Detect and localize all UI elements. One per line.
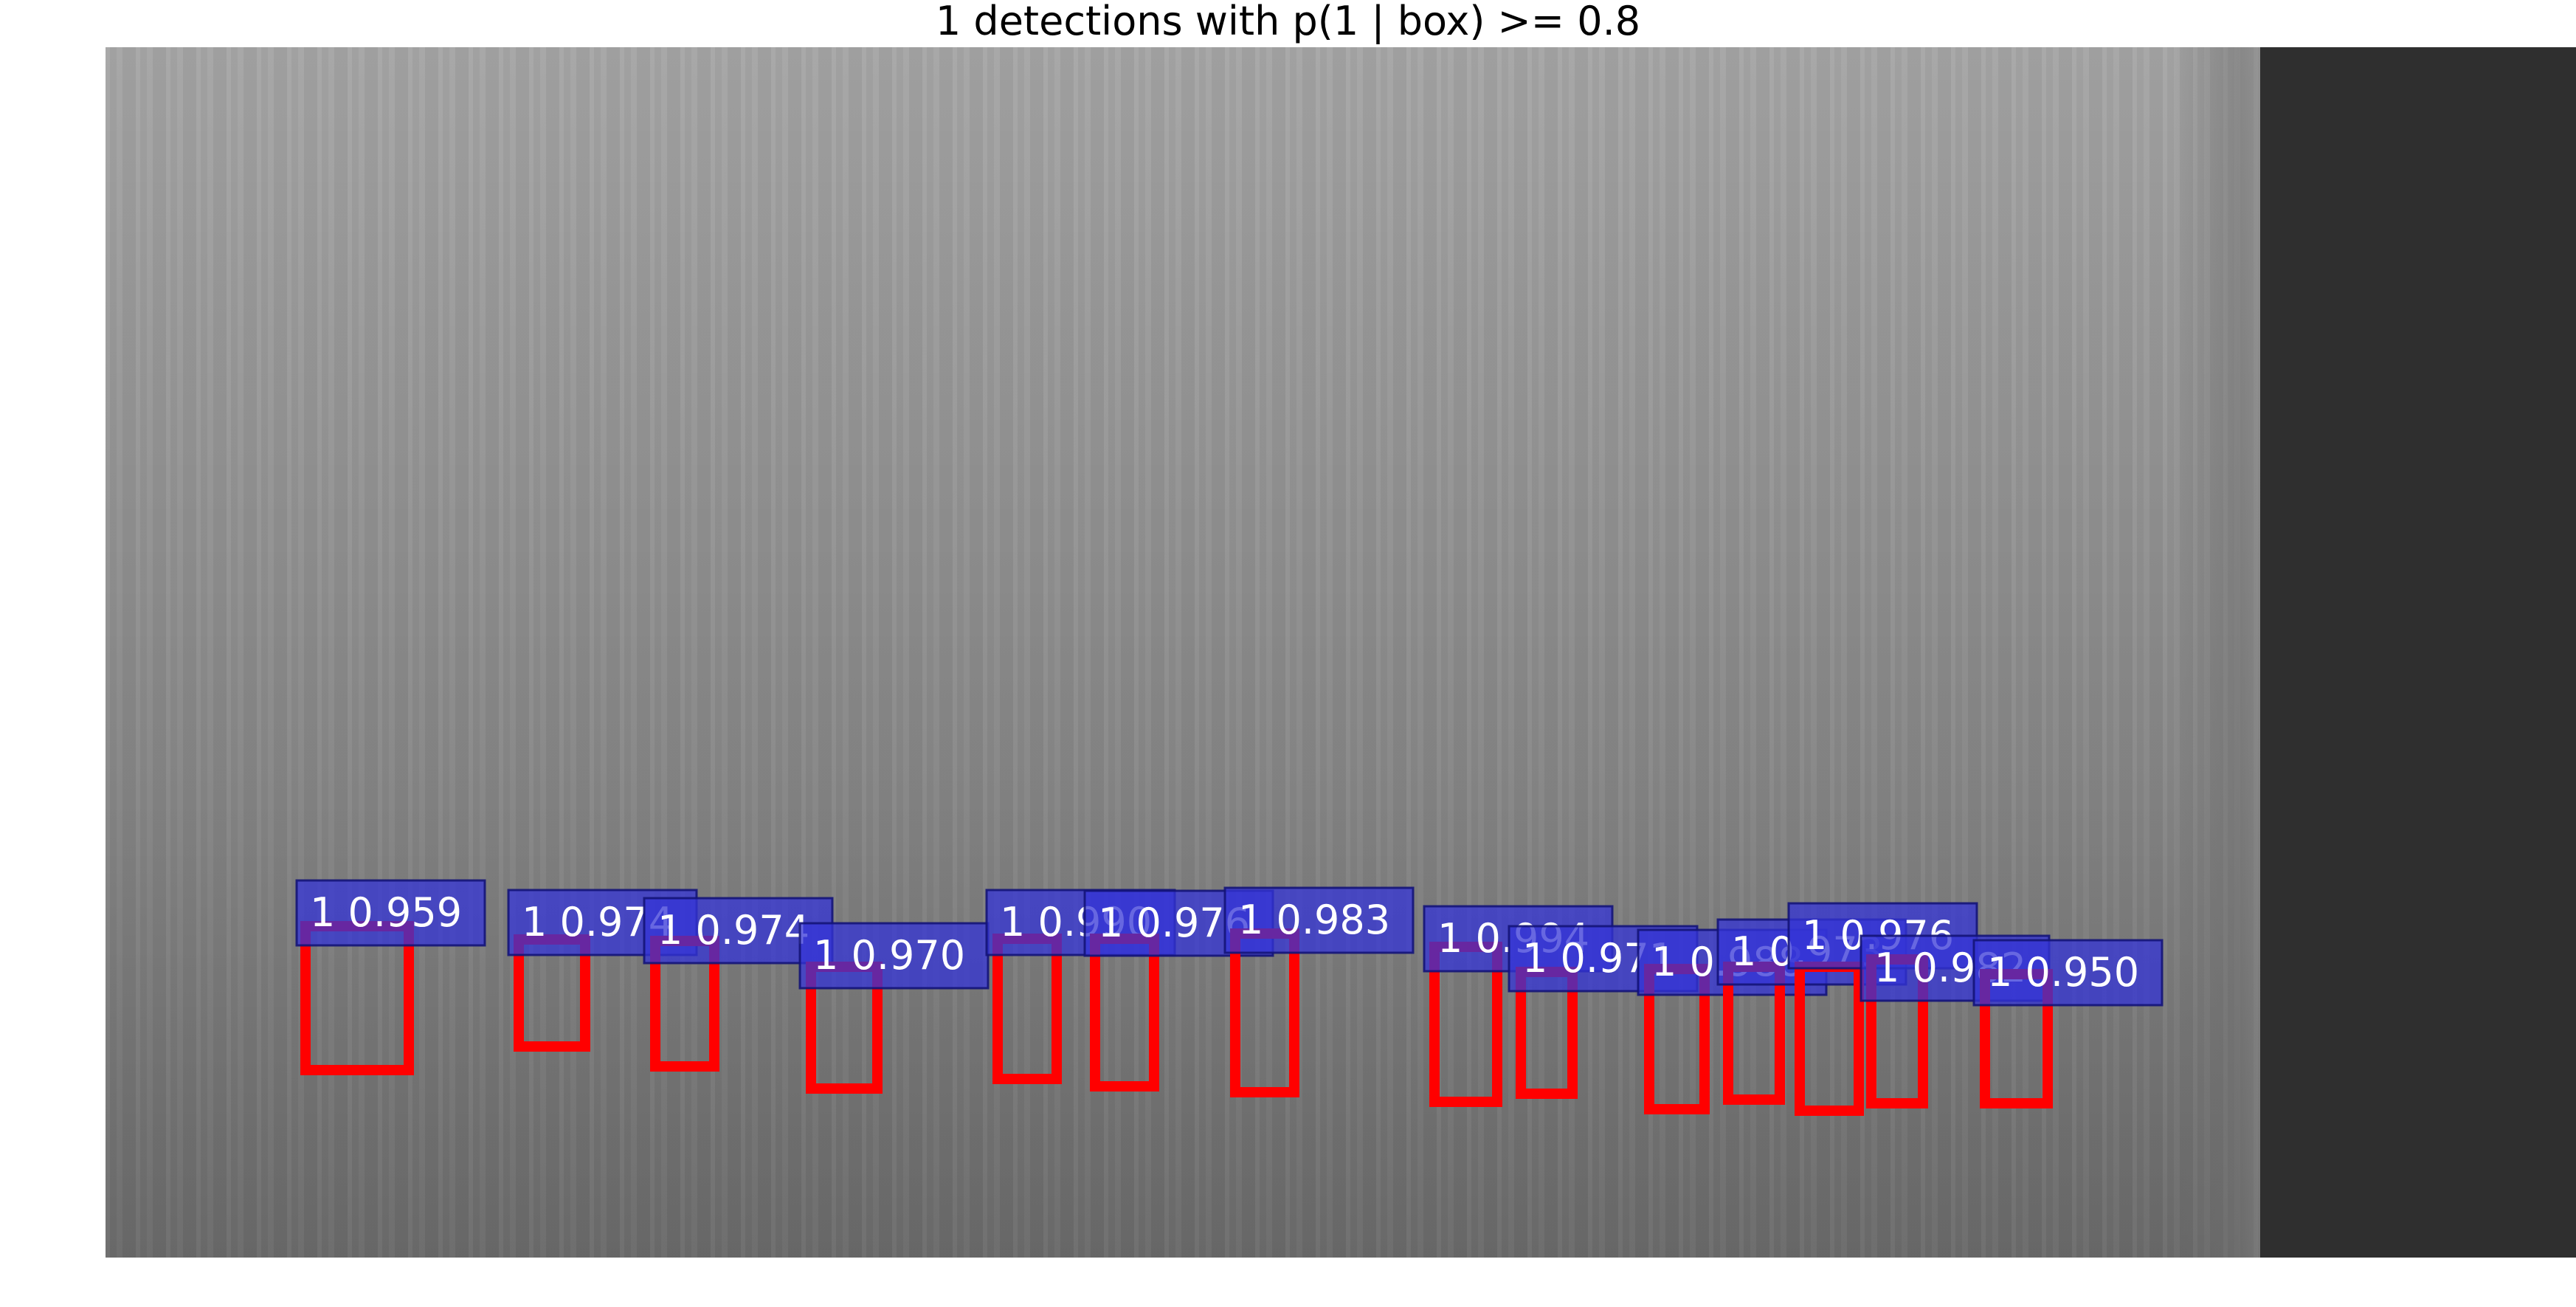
detection-label-text: 1 0.970: [813, 932, 965, 979]
detection-box: [992, 934, 1062, 1084]
detection-label-plate: [1223, 886, 1415, 954]
detection-label-text: 1 0.950: [1987, 949, 2139, 996]
detection-label-text: 1 0.974: [657, 907, 809, 953]
detection-box: [1090, 934, 1159, 1092]
detection: 1 0.983: [1223, 886, 1415, 1097]
detection-box: [1230, 928, 1299, 1097]
grayscale-image: [106, 47, 2576, 1258]
detection-label-plate: [295, 879, 486, 947]
detection-label-plate: [1972, 939, 2164, 1007]
detection-label-text: 1 0.983: [1238, 897, 1390, 943]
detection-label-text: 1 0.959: [310, 889, 462, 936]
image-texture: [106, 47, 2312, 1258]
detection: 1 0.959: [295, 879, 486, 1075]
detection-label-plate: [798, 922, 990, 990]
detection: 1 0.970: [798, 922, 990, 1094]
detection-box: [300, 921, 414, 1075]
figure-title: 1 detections with p(1 | box) >= 0.8: [935, 0, 1641, 44]
detection: 1 0.976: [1787, 902, 1978, 1116]
dark-background-region: [2260, 47, 2576, 1258]
detection: 1 0.950: [1972, 939, 2164, 1108]
